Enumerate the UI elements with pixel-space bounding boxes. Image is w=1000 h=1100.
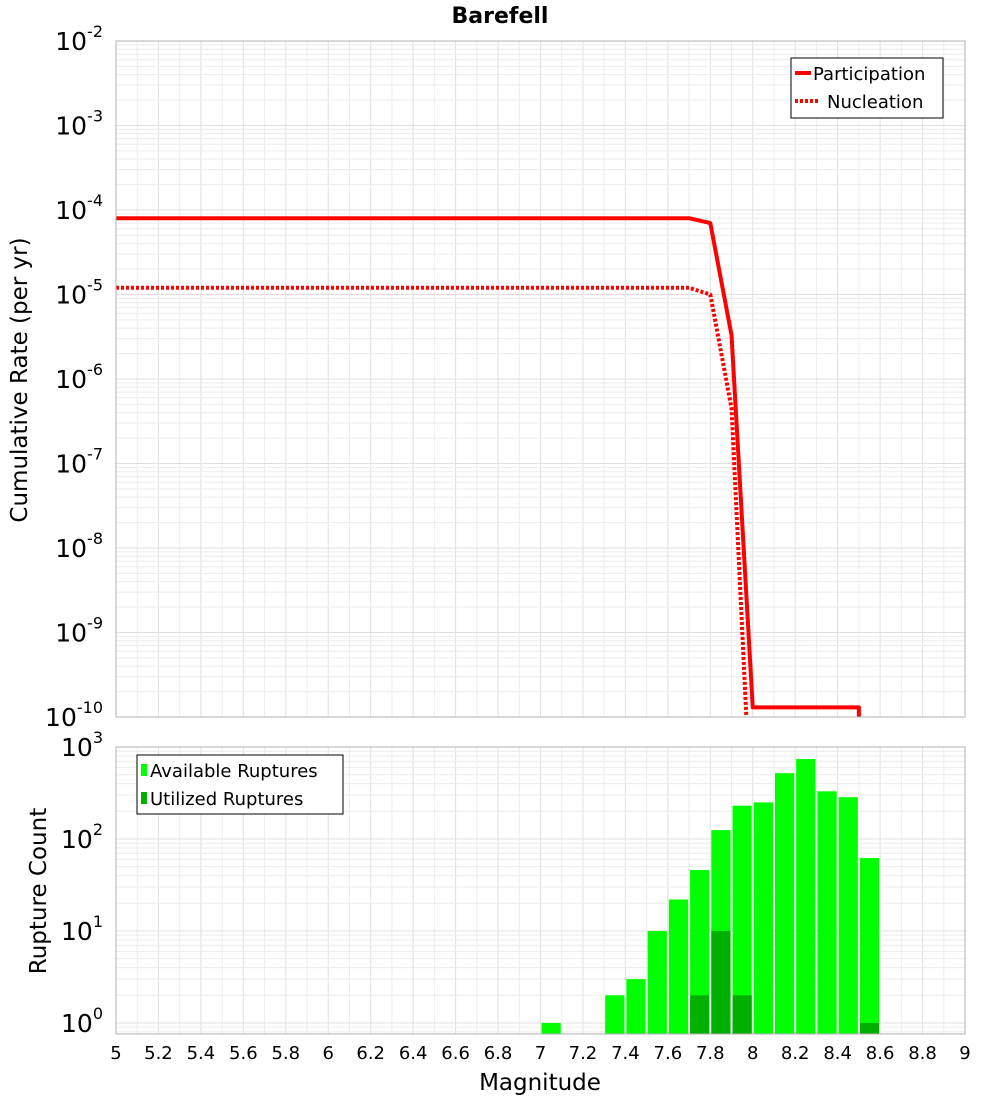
x-tick-label: 8.2: [781, 1043, 810, 1064]
bottom-y-tick-label: 100: [61, 1004, 103, 1038]
top-y-tick-label: 10-5: [55, 276, 103, 310]
grid-layer: [115, 41, 966, 1034]
top-y-tick-label: 10-4: [55, 191, 103, 225]
lines-layer: [116, 216, 861, 718]
bottom-y-tick-label: 102: [61, 820, 103, 854]
available-ruptures-bar: [774, 773, 795, 1034]
participation-line: [116, 216, 861, 717]
chart-title: Barefell: [452, 4, 549, 29]
x-tick-label: 7.2: [569, 1043, 598, 1064]
utilized-ruptures-bar: [711, 930, 731, 1034]
bottom-y-tick-label: 103: [61, 728, 103, 762]
x-tick-label: 6: [323, 1043, 334, 1064]
x-tick-label: 5.8: [271, 1043, 300, 1064]
available-ruptures-bar: [796, 759, 816, 1034]
top-y-tick-label: 10-2: [55, 22, 103, 56]
available-ruptures-bar: [690, 870, 710, 1034]
bottom-y-axis-label: Rupture Count: [26, 808, 52, 974]
legend-available-label: Available Ruptures: [150, 761, 318, 782]
top-plot-frame: [115, 40, 966, 718]
available-ruptures-bar: [605, 995, 625, 1034]
x-tick-label: 8: [747, 1043, 758, 1064]
x-tick-label: 8.8: [908, 1043, 937, 1064]
legend-nucleation-label: Nucleation: [827, 92, 923, 113]
available-ruptures-bar: [541, 1022, 561, 1034]
x-tick-label: 5.2: [144, 1043, 173, 1064]
utilized-ruptures-bar: [732, 995, 752, 1034]
x-tick-label: 8.6: [866, 1043, 895, 1064]
x-tick-label: 7: [535, 1043, 546, 1064]
top-y-tick-label: 10-9: [55, 614, 103, 648]
top-y-tick-label: 10-10: [45, 698, 103, 732]
available-ruptures-bar: [838, 797, 858, 1034]
top-legend-box: [790, 57, 944, 119]
available-ruptures-bar: [732, 805, 752, 1034]
available-ruptures-bar: [668, 899, 689, 1034]
x-tick-label: 7.4: [611, 1043, 640, 1064]
x-tick-label: 5: [110, 1043, 121, 1064]
top-y-tick-label: 10-8: [55, 529, 103, 563]
available-ruptures-bar: [859, 858, 880, 1034]
x-tick-label: 5.4: [187, 1043, 216, 1064]
legend-utilized-label: Utilized Ruptures: [150, 789, 303, 810]
legend-available-swatch: [141, 764, 147, 776]
legend-utilized-swatch: [141, 792, 147, 804]
top-y-tick-label: 10-3: [55, 107, 103, 141]
top-y-tick-label: 10-6: [55, 360, 103, 394]
bottom-legend: Available Ruptures Utilized Ruptures: [136, 754, 344, 815]
top-y-axis-label: Cumulative Rate (per yr): [7, 237, 33, 522]
nucleation-line: [116, 285, 749, 718]
available-ruptures-bar: [647, 930, 667, 1034]
available-ruptures-bar: [626, 979, 646, 1034]
ticks-layer: 10-2 10-3 10-4 10-5 10-6 10-7 10-8 10-9 10-10103…: [45, 22, 971, 1064]
x-tick-label: 6.4: [399, 1043, 428, 1064]
utilized-ruptures-bar: [859, 1022, 880, 1034]
bottom-y-tick-label: 101: [61, 912, 103, 946]
bottom-plot-frame: [115, 746, 966, 1035]
x-axis-label: Magnitude: [479, 1070, 601, 1096]
x-tick-label: 9: [959, 1043, 970, 1064]
x-tick-label: 6.8: [484, 1043, 513, 1064]
utilized-ruptures-bar: [690, 995, 710, 1034]
top-y-tick-label: 10-7: [55, 445, 103, 479]
bottom-legend-box: [136, 754, 344, 815]
x-tick-label: 6.6: [441, 1043, 470, 1064]
available-ruptures-bar: [753, 802, 773, 1034]
x-tick-label: 7.8: [696, 1043, 725, 1064]
legend-participation-label: Participation: [813, 64, 925, 85]
x-tick-label: 6.2: [356, 1043, 385, 1064]
top-legend: Participation Nucleation: [790, 57, 944, 119]
bars-layer: [541, 759, 880, 1034]
available-ruptures-bar: [817, 791, 837, 1034]
x-tick-label: 5.6: [229, 1043, 258, 1064]
x-tick-label: 8.4: [823, 1043, 852, 1064]
x-tick-label: 7.6: [654, 1043, 683, 1064]
